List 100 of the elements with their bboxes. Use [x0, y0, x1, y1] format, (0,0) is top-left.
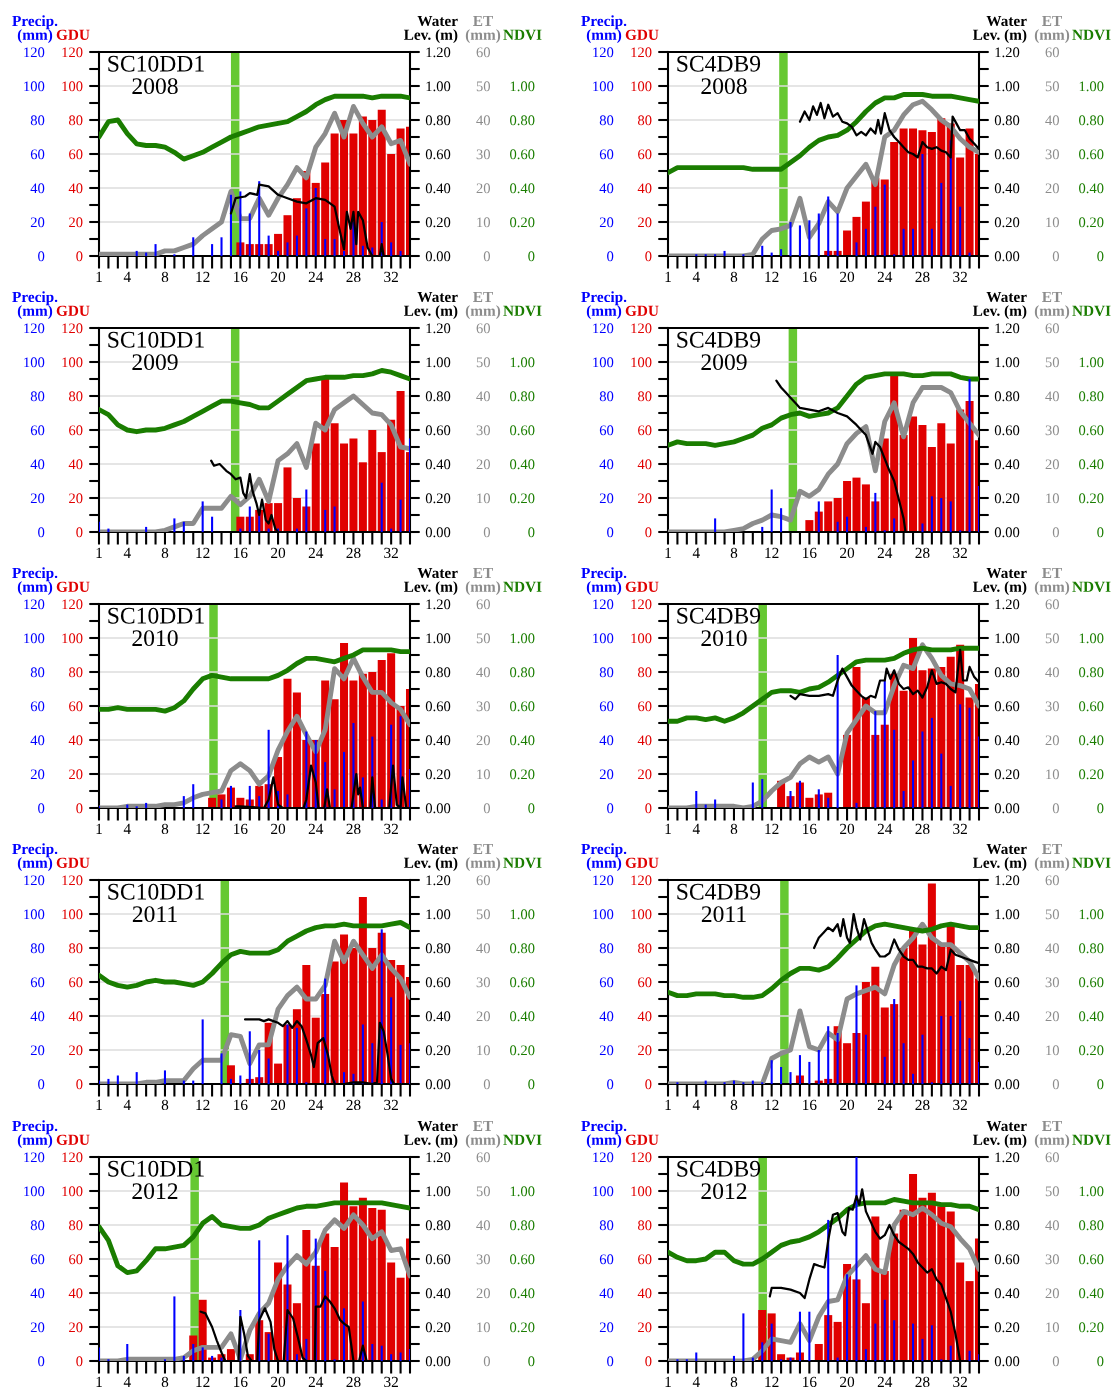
y2-tick-label: 0.00 — [994, 803, 1020, 814]
y-tick-label: 40 — [637, 1011, 652, 1022]
y2-tick-label: 0.20 — [425, 1322, 451, 1333]
x-tick-label: 32 — [384, 271, 398, 283]
y2-tick-label: 0.00 — [994, 1356, 1020, 1367]
x-tick-label: 32 — [384, 1376, 398, 1388]
x-tick-label: 4 — [123, 823, 131, 834]
y2-tick-label: 0.80 — [425, 115, 451, 126]
y2-tick-label: 0.40 — [994, 735, 1020, 746]
y2-axis-title: Water Lev. (m) — [972, 291, 1027, 319]
text: 40 — [599, 183, 614, 194]
text: 0 — [607, 803, 614, 814]
x-tick-label: 12 — [196, 823, 210, 834]
text: 0.60 — [510, 425, 535, 436]
text: 0 — [528, 527, 535, 538]
text: 0.40 — [510, 459, 535, 470]
text: 100 — [24, 633, 45, 644]
text: 0 — [38, 251, 45, 262]
text: 80 — [599, 115, 614, 126]
text: 0.60 — [1079, 1254, 1104, 1265]
y2-tick-label: 0.40 — [425, 459, 451, 470]
text: 1.00 — [510, 357, 535, 368]
y2-tick-label: 0.80 — [425, 1220, 451, 1231]
y3-tick-label: 30 — [1045, 149, 1059, 160]
x-tick-label: 8 — [161, 1099, 169, 1111]
text: 0 — [1097, 1356, 1104, 1367]
y3-tick-label: 40 — [1045, 1220, 1059, 1231]
y-tick-label: 100 — [631, 909, 652, 920]
text: 0.20 — [510, 493, 535, 504]
text: 2009 — [701, 354, 747, 371]
text: 20 — [599, 493, 614, 504]
x-tick-label: 20 — [271, 271, 286, 283]
text: 2008 — [701, 78, 747, 95]
text: 1.00 — [1079, 909, 1104, 920]
y2-tick-label: 0.80 — [425, 391, 451, 402]
x-tick-label: 24 — [308, 547, 324, 558]
text: 100 — [593, 81, 614, 92]
text: 100 — [24, 909, 45, 920]
x-tick-label: 8 — [730, 1099, 738, 1111]
y-tick-label: 80 — [69, 115, 83, 126]
y3-tick-label: 20 — [1045, 1011, 1059, 1022]
y3-tick-label: 20 — [476, 1011, 490, 1022]
text: 120 — [24, 323, 45, 334]
text: 120 — [24, 1152, 45, 1163]
y2-axis-title: Water Lev. (m) — [403, 843, 458, 871]
y-tick-label: 0 — [76, 251, 83, 262]
text: 0 — [38, 1356, 45, 1367]
y-tick-label: 80 — [69, 667, 83, 678]
y2-axis-title: Water Lev. (m) — [403, 291, 458, 319]
x-tick-label: 12 — [765, 823, 779, 834]
y3-axis-title: ET (mm) — [1034, 1120, 1070, 1148]
text: NDVI — [503, 581, 542, 592]
x-tick-label: 8 — [730, 1376, 738, 1388]
text: 0.60 — [1079, 425, 1104, 436]
text: 0.40 — [1079, 459, 1104, 470]
x-tick-label: 28 — [915, 271, 930, 283]
text: 1.00 — [510, 633, 535, 644]
y-tick-label: 60 — [69, 701, 83, 712]
text: 0 — [528, 1079, 535, 1090]
x-tick-label: 32 — [384, 823, 398, 835]
y3-tick-label: 10 — [477, 1322, 490, 1333]
text: 0.20 — [1079, 1322, 1104, 1333]
y3-tick-label: 10 — [1046, 493, 1059, 504]
text: 120 — [593, 1152, 614, 1163]
y-tick-label: 20 — [69, 217, 83, 228]
y2-tick-label: 0.80 — [994, 391, 1020, 402]
text: 0.60 — [1079, 701, 1104, 712]
text: 0.80 — [510, 115, 535, 126]
text: 1.00 — [510, 1186, 535, 1197]
y2-tick-label: 1.20 — [426, 875, 451, 886]
text: 0.60 — [510, 977, 535, 988]
text: NDVI — [503, 857, 542, 868]
text: 0 — [38, 527, 45, 538]
x-tick-label: 4 — [692, 1099, 700, 1110]
text: 20 — [30, 1045, 45, 1056]
y3-tick-label: 60 — [476, 323, 490, 334]
text: 40 — [599, 1288, 614, 1299]
y3-axis-title: ET (mm) — [1034, 567, 1070, 595]
y2-tick-label: 0.00 — [994, 251, 1020, 262]
y3-tick-label: 10 — [1046, 1322, 1059, 1333]
text: 60 — [30, 977, 45, 988]
text: NDVI — [1072, 1134, 1111, 1145]
x-tick-label: 8 — [161, 547, 169, 559]
y-tick-label: 120 — [62, 875, 83, 886]
text: 20 — [30, 493, 45, 504]
text: 80 — [30, 667, 45, 678]
y-tick-label: 80 — [69, 391, 83, 402]
x-tick-label: 12 — [765, 1099, 779, 1110]
y-tick-label: 120 — [62, 47, 83, 58]
y-tick-label: 100 — [62, 1186, 83, 1197]
y-tick-label: 60 — [638, 977, 652, 988]
x-tick-label: 28 — [915, 547, 930, 559]
y-tick-label: 60 — [69, 425, 83, 436]
y3-tick-label: 60 — [1045, 875, 1059, 886]
text: 0.60 — [510, 1254, 535, 1265]
text: 0.40 — [510, 1011, 535, 1022]
y3-tick-label: 60 — [1045, 323, 1059, 334]
text: 20 — [30, 769, 45, 780]
y-tick-label: 100 — [62, 357, 83, 368]
text: 120 — [24, 599, 45, 610]
